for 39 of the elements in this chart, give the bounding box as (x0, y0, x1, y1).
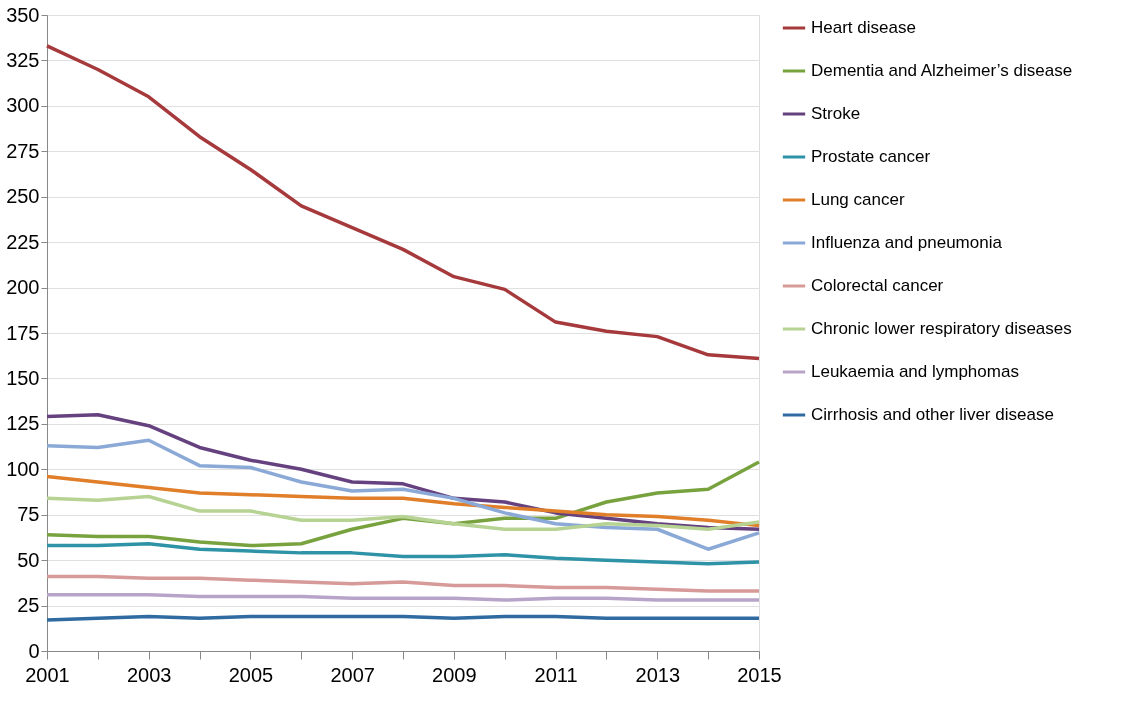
y-tick-label: 325 (6, 48, 40, 71)
line-series (45, 542, 761, 566)
legend-label: Chronic lower respiratory diseases (811, 319, 1072, 338)
x-tick-label: 2001 (25, 663, 70, 686)
x-tick-label: 2003 (126, 663, 172, 686)
y-tick-label: 50 (17, 548, 40, 571)
legend-label: Cirrhosis and other liver disease (811, 405, 1054, 424)
x-tick-label: 2009 (432, 663, 477, 686)
y-tick-label: 75 (17, 503, 40, 526)
line-series (45, 438, 761, 551)
y-tick-label: 250 (6, 185, 40, 208)
x-tick-label: 2011 (534, 663, 578, 686)
y-tick-label: 100 (6, 457, 40, 480)
y-tick-label: 0 (28, 639, 40, 662)
legend-label: Heart disease (811, 18, 916, 37)
legend-label: Colorectal cancer (811, 276, 944, 295)
legend-label: Stroke (811, 104, 861, 123)
line-series (45, 494, 761, 531)
y-tick-label: 225 (6, 230, 40, 253)
line-series (45, 474, 761, 528)
y-tick-label: 125 (6, 412, 40, 435)
x-tick-label: 2005 (228, 663, 274, 686)
y-tick-label: 175 (6, 321, 40, 344)
y-tick-label: 200 (6, 276, 40, 299)
y-tick-label: 300 (6, 94, 40, 117)
legend-label: Dementia and Alzheimer’s disease (811, 61, 1073, 80)
legend-label: Prostate cancer (811, 147, 931, 166)
x-tick-label: 2007 (330, 663, 375, 686)
y-tick-label: 25 (17, 594, 40, 617)
legend-label: Leukaemia and lymphomas (811, 362, 1019, 381)
legend-label: Influenza and pneumonia (811, 233, 1003, 252)
x-tick-label: 2015 (737, 663, 782, 686)
y-tick-label: 150 (6, 366, 40, 389)
y-tick-label: 275 (6, 139, 40, 162)
legend-label: Lung cancer (811, 190, 905, 209)
y-tick-label: 350 (6, 3, 40, 26)
line-series (45, 574, 761, 593)
line-series (45, 44, 761, 361)
x-tick-label: 2013 (635, 663, 681, 686)
